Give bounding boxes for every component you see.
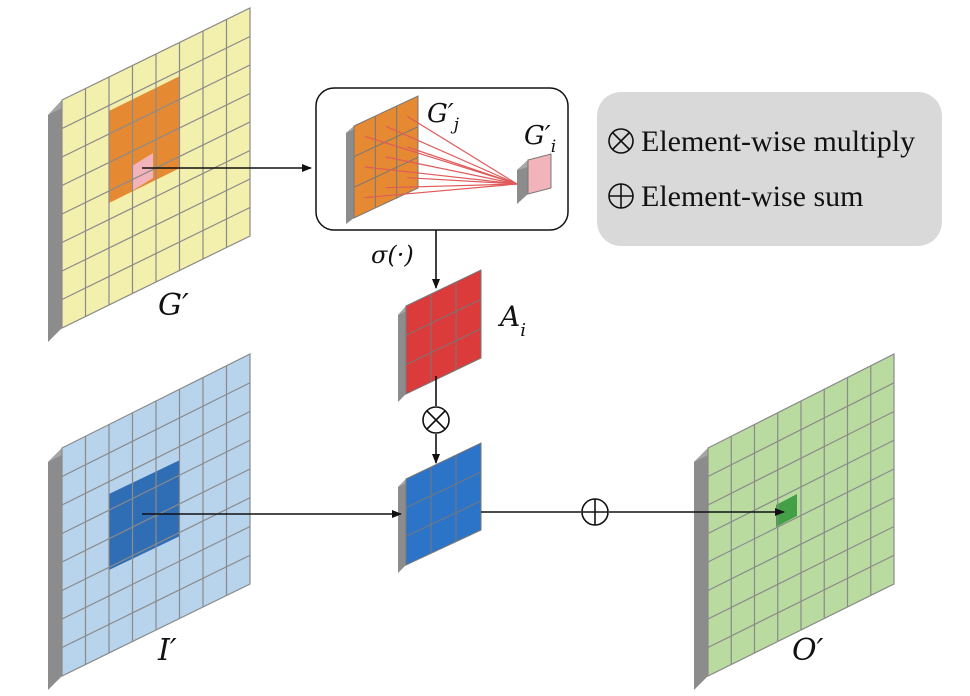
a-i-main: A — [497, 300, 520, 333]
g-prime-label: G′ — [158, 288, 189, 323]
g-i-label: G′i — [524, 121, 556, 157]
g-i-main: G′ — [524, 121, 551, 151]
grid-line — [61, 525, 251, 620]
grid-line — [707, 554, 895, 649]
legend-sum-label: Element-wise sum — [641, 180, 863, 213]
attention-line — [385, 156, 518, 185]
grid-line — [61, 149, 251, 244]
legend-multiply-icon — [608, 128, 634, 154]
a-i-subscript: i — [520, 320, 526, 341]
grid-line — [61, 206, 251, 301]
grid-line — [405, 328, 482, 366]
i-prime-grid — [48, 353, 251, 690]
attention-line — [407, 146, 518, 185]
grid-line — [405, 500, 482, 537]
g-i-subscript: i — [551, 137, 556, 157]
i-prime-label: I′ — [157, 633, 177, 668]
multiply-operator-icon — [422, 406, 450, 434]
attention-line — [407, 177, 518, 185]
g-prime-grid — [48, 7, 251, 342]
sigma-label: σ(·) — [371, 241, 414, 269]
a-i-label: Ai — [497, 300, 526, 341]
grid-line — [707, 525, 895, 620]
attention-box — [315, 87, 569, 231]
attention-line — [364, 166, 518, 185]
grid-line — [61, 468, 251, 563]
g-j-main: G′ — [427, 99, 454, 129]
o-prime-label: O′ — [792, 633, 824, 668]
attention-line — [385, 125, 518, 185]
grid-line — [61, 554, 251, 649]
grid-line — [405, 298, 482, 336]
grid-line — [61, 178, 251, 272]
legend: Element-wise multiply Element-wise sum — [597, 92, 942, 246]
grid-line — [707, 468, 895, 563]
sum-operator-icon — [581, 498, 609, 526]
g-j-label: G′j — [427, 99, 460, 135]
g-j-subscript: j — [450, 115, 460, 135]
attention-line — [407, 115, 518, 185]
grid-line — [405, 471, 482, 509]
legend-panel — [597, 92, 942, 246]
grid-line — [353, 156, 419, 188]
legend-multiply-label: Element-wise multiply — [641, 125, 915, 158]
attention-line — [364, 183, 518, 199]
legend-sum-icon — [608, 183, 634, 209]
o-prime-grid — [694, 353, 895, 690]
grid-line — [353, 126, 419, 158]
attention-line — [385, 183, 518, 189]
a-i-block — [398, 269, 482, 402]
product-block — [398, 442, 482, 573]
grid-line — [707, 497, 895, 592]
